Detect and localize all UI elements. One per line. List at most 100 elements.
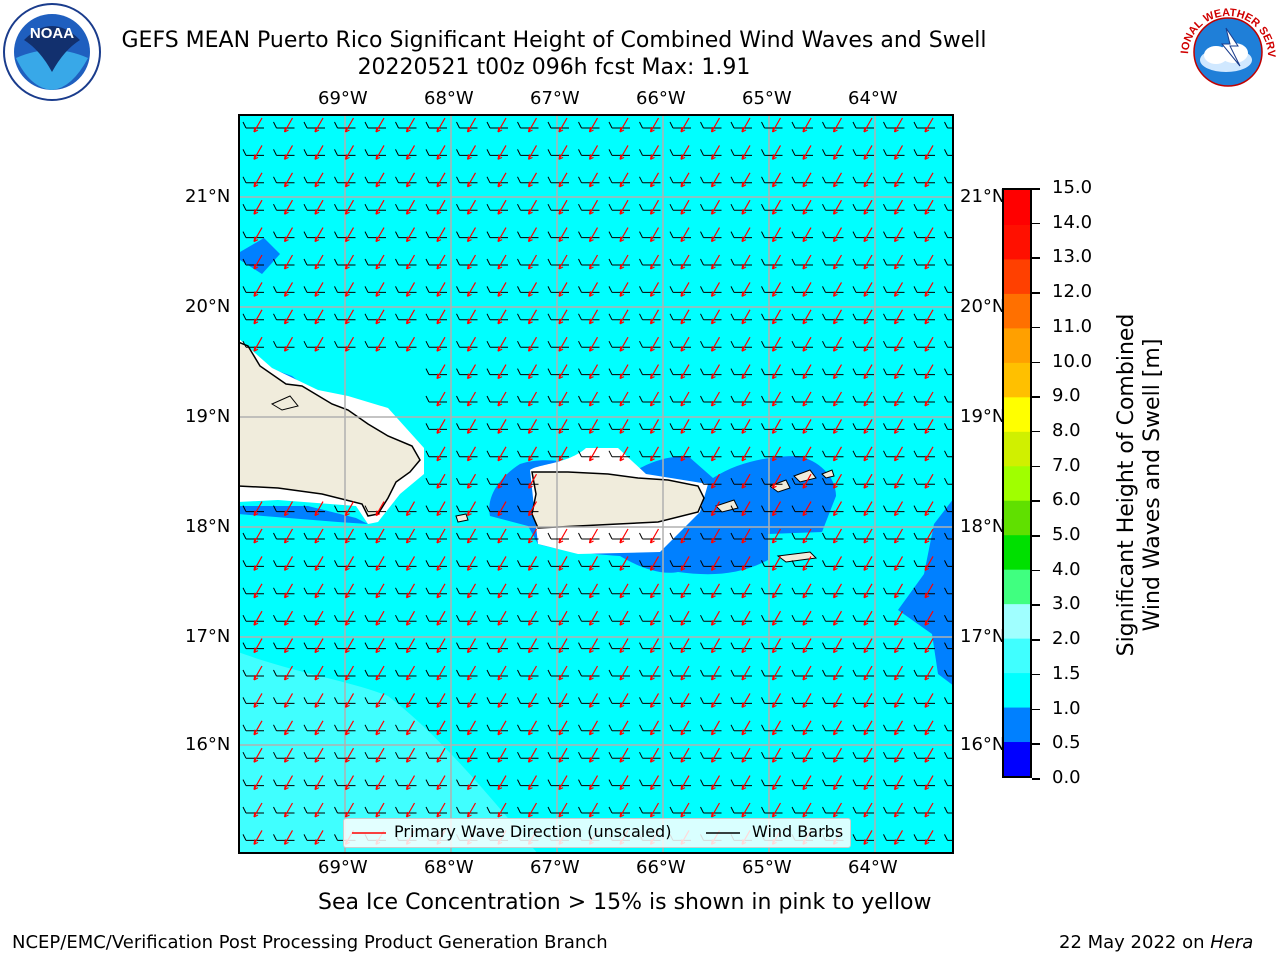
wave-direction-arrow (771, 638, 782, 654)
wave-direction-arrow (497, 693, 507, 708)
wave-direction-arrow (649, 199, 660, 215)
wind-barb (944, 724, 954, 732)
wave-direction-arrow (283, 665, 294, 681)
wave-direction-arrow (405, 720, 416, 736)
lat-label-right: 18°N (960, 516, 1006, 537)
wave-direction-arrow (680, 583, 690, 599)
wave-direction-arrow (375, 145, 385, 160)
wave-direction-arrow (741, 775, 751, 791)
wave-direction-arrow (375, 528, 385, 544)
wave-direction-arrow (436, 391, 446, 407)
wave-direction-arrow (832, 693, 843, 708)
wave-direction-arrow (771, 747, 782, 763)
wave-direction-arrow (588, 747, 599, 763)
wave-direction-arrow (802, 227, 812, 243)
wave-direction-arrow (863, 473, 873, 489)
wave-direction-arrow (283, 583, 294, 599)
wind-barb (944, 834, 954, 841)
wave-direction-arrow (588, 720, 599, 736)
wave-direction-arrow (405, 693, 416, 708)
wave-direction-arrow (405, 254, 416, 270)
wave-direction-arrow (497, 309, 507, 325)
lat-label-left: 19°N (185, 406, 231, 427)
colorbar (1002, 188, 1032, 778)
wave-direction-arrow (436, 199, 446, 215)
wave-direction-arrow (832, 747, 843, 763)
wave-direction-arrow (466, 473, 477, 489)
wave-direction-arrow (405, 610, 416, 626)
colorbar-tick-mark (1032, 222, 1040, 225)
wave-direction-arrow (558, 227, 568, 243)
wave-direction-arrow (649, 802, 660, 818)
wave-direction-arrow (436, 336, 446, 352)
wave-direction-arrow (802, 446, 812, 462)
wave-direction-arrow (649, 775, 660, 791)
wave-direction-arrow (253, 254, 263, 270)
wave-direction-arrow (558, 419, 568, 434)
wave-direction-arrow (741, 227, 751, 243)
wave-direction-arrow (924, 802, 934, 818)
wave-direction-arrow (710, 638, 721, 654)
wave-direction-arrow (314, 802, 324, 818)
wave-direction-arrow (283, 747, 294, 763)
wave-direction-arrow (344, 720, 355, 736)
colorbar-tick-mark (1032, 396, 1040, 398)
wave-direction-arrow (893, 282, 904, 297)
wave-direction-arrow (527, 501, 538, 517)
wave-direction-arrow (741, 336, 751, 352)
wave-legend-line-icon (352, 832, 386, 834)
wave-direction-arrow (436, 610, 446, 626)
wave-direction-arrow (741, 419, 751, 434)
wave-direction-arrow (436, 501, 446, 517)
colorbar-label-line2: Wind Waves and Swell [m] (1140, 338, 1165, 632)
wave-direction-arrow (893, 720, 904, 736)
wave-direction-arrow (771, 802, 782, 818)
wave-direction-arrow (832, 309, 843, 325)
wave-direction-arrow (436, 473, 446, 489)
wave-direction-arrow (497, 802, 507, 818)
colorbar-tick-mark (1032, 778, 1040, 780)
wind-barb (944, 751, 954, 759)
wave-direction-arrow (893, 638, 904, 654)
wave-direction-arrow (253, 309, 263, 325)
wave-direction-arrow (436, 747, 446, 763)
wind-barb (944, 176, 954, 184)
wave-direction-arrow (588, 336, 599, 352)
wave-direction-arrow (863, 172, 873, 188)
wave-direction-arrow (680, 282, 690, 297)
wave-direction-arrow (710, 501, 721, 517)
wave-direction-arrow (497, 145, 507, 160)
wave-direction-arrow (375, 227, 385, 243)
wave-direction-arrow (832, 336, 843, 352)
wave-direction-arrow (680, 145, 690, 160)
wave-direction-arrow (893, 336, 904, 352)
wave-direction-arrow (893, 446, 904, 462)
wave-direction-arrow (649, 117, 660, 133)
wave-direction-arrow (588, 528, 599, 544)
wave-direction-arrow (253, 747, 263, 763)
wave-direction-arrow (314, 117, 324, 133)
wave-direction-arrow (253, 501, 263, 517)
wave-direction-arrow (527, 145, 538, 160)
wave-direction-arrow (314, 720, 324, 736)
wave-direction-arrow (466, 775, 477, 791)
wind-barb (944, 779, 954, 787)
wave-direction-arrow (497, 665, 507, 681)
wave-direction-arrow (893, 172, 904, 188)
wind-barb (944, 368, 954, 376)
wave-direction-arrow (283, 117, 294, 133)
wind-barb (944, 560, 954, 567)
wave-direction-arrow (619, 419, 629, 434)
wave-direction-arrow (863, 254, 873, 270)
wave-direction-arrow (924, 254, 934, 270)
lat-label-right: 19°N (960, 406, 1006, 427)
wave-direction-arrow (802, 172, 812, 188)
wave-direction-arrow (802, 720, 812, 736)
wave-direction-arrow (710, 145, 721, 160)
wave-direction-arrow (619, 693, 629, 708)
wave-direction-arrow (741, 117, 751, 133)
wave-direction-arrow (466, 528, 477, 544)
lon-label-bottom: 66°W (636, 857, 686, 878)
wave-direction-arrow (436, 172, 446, 188)
wave-direction-arrow (253, 775, 263, 791)
